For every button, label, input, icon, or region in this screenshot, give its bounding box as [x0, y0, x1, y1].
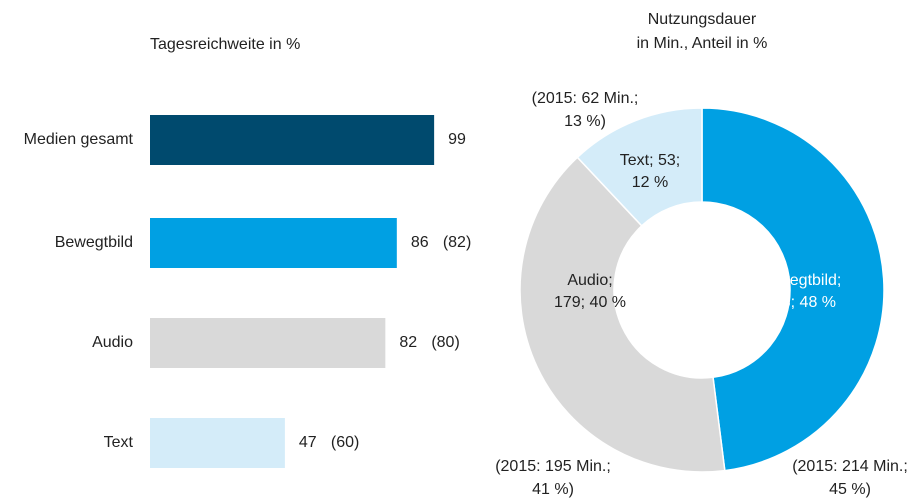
annotation-2015: (2015: 62 Min.;	[532, 90, 639, 107]
donut-slice	[576, 107, 703, 227]
value-label: 86	[411, 234, 429, 251]
slice-label: 179; 40 %	[554, 294, 626, 311]
value-label: 82	[399, 334, 417, 351]
donut-slice	[519, 156, 726, 473]
donut-title: Nutzungsdauer	[648, 11, 757, 28]
annotation-2015: 13 %)	[564, 113, 606, 130]
bar	[150, 218, 397, 268]
donut-subtitle: in Min., Anteil in %	[637, 35, 768, 52]
slice-label: 213; 48 %	[764, 294, 836, 311]
value-label-2015: (60)	[331, 434, 359, 451]
category-label: Medien gesamt	[24, 131, 134, 148]
annotation-2015: (2015: 214 Min.;	[792, 458, 908, 475]
bar	[150, 418, 285, 468]
slice-label: Audio;	[567, 272, 612, 289]
value-label: 47	[299, 434, 317, 451]
value-label-2015: (82)	[443, 234, 471, 251]
category-label: Bewegtbild	[55, 234, 133, 251]
bar-chart-title: Tagesreichweite in %	[150, 36, 300, 53]
value-label-2015: (80)	[431, 334, 459, 351]
donut-slice	[701, 107, 885, 472]
bar	[150, 318, 386, 368]
value-label: 99	[448, 131, 466, 148]
slice-label: 12 %	[632, 174, 668, 191]
slice-label: Text; 53;	[620, 152, 680, 169]
bar	[150, 115, 435, 165]
annotation-2015: 41 %)	[532, 481, 574, 498]
slice-label: Bewegtbild;	[759, 272, 842, 289]
annotation-2015: (2015: 195 Min.;	[495, 458, 611, 475]
annotation-2015: 45 %)	[829, 481, 871, 498]
category-label: Audio	[92, 334, 133, 351]
category-label: Text	[104, 434, 134, 451]
